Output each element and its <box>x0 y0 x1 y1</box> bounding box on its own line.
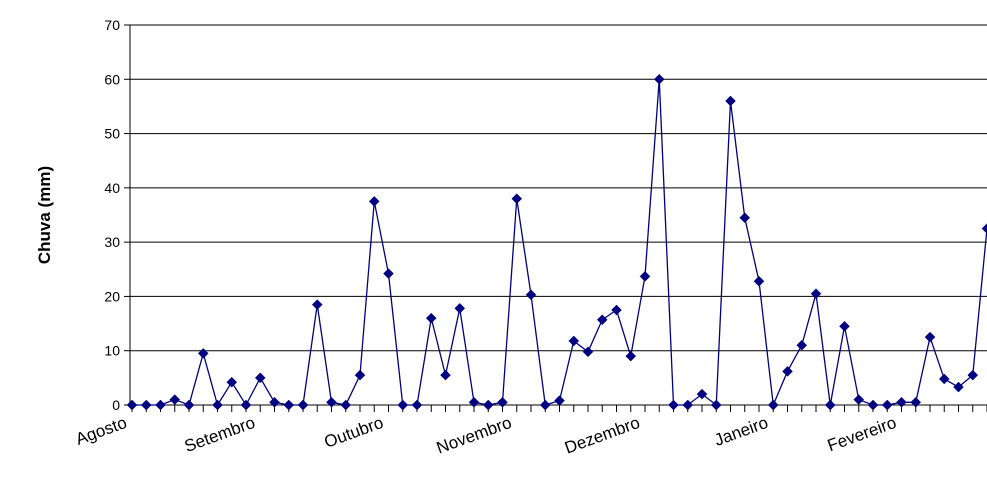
data-point <box>411 399 423 411</box>
data-point <box>383 268 394 279</box>
data-point <box>668 399 679 411</box>
data-point <box>269 396 280 408</box>
data-point <box>212 399 223 411</box>
data-point <box>710 399 722 411</box>
data-point <box>910 396 922 408</box>
data-point <box>254 372 266 384</box>
x-tick-label: Novembro <box>434 413 514 458</box>
y-axis-label: Chuva (mm) <box>35 166 54 264</box>
gridlines <box>130 24 987 406</box>
data-point <box>155 399 166 411</box>
y-tick-label: 70 <box>104 17 120 33</box>
data-point <box>511 193 523 205</box>
data-point <box>639 270 651 282</box>
data-point <box>126 399 138 411</box>
y-tick-label: 60 <box>104 71 120 87</box>
data-point <box>967 369 979 381</box>
data-point <box>824 399 836 411</box>
y-tick-label: 0 <box>112 397 120 413</box>
data-point <box>782 365 793 377</box>
data-point <box>896 396 907 408</box>
data-point <box>539 399 551 411</box>
data-point <box>397 399 409 411</box>
y-tick-label: 50 <box>104 126 120 142</box>
data-point <box>867 399 879 411</box>
data-point <box>183 399 195 411</box>
data-point <box>283 399 295 411</box>
data-point <box>226 376 238 388</box>
data-point <box>368 196 380 207</box>
data-point <box>753 275 765 287</box>
y-tick-label: 20 <box>104 288 120 304</box>
series-rainfall <box>126 73 987 411</box>
y-axis: 0 10 20 30 40 50 60 70 <box>104 17 131 413</box>
data-point <box>810 288 822 300</box>
x-tick-label: Outubro <box>322 413 386 452</box>
data-point <box>197 348 209 359</box>
data-point <box>340 399 352 411</box>
data-point <box>554 395 565 407</box>
data-point <box>696 388 708 400</box>
data-point <box>924 331 936 343</box>
data-point <box>454 303 466 314</box>
x-tick-label: Janeiro <box>712 413 771 450</box>
data-point <box>525 289 537 301</box>
data-point <box>497 396 508 408</box>
data-point <box>425 312 437 324</box>
data-point <box>725 95 736 107</box>
data-point <box>682 399 694 411</box>
data-point <box>796 339 808 351</box>
data-point <box>839 320 850 332</box>
x-tick-label: Agosto <box>73 413 129 449</box>
data-point <box>311 299 323 310</box>
x-tick-label: Fevereiro <box>825 413 899 455</box>
data-point <box>440 369 451 381</box>
x-tick-label: Setembro <box>182 413 258 456</box>
data-point <box>140 399 152 411</box>
data-point <box>625 350 637 362</box>
data-point <box>767 399 779 411</box>
data-point <box>326 396 337 408</box>
x-axis: Agosto Setembro Outubro Novembro Dezembro Jan… <box>73 405 987 458</box>
data-point <box>582 346 594 358</box>
data-point <box>240 399 252 411</box>
data-point <box>169 394 181 405</box>
data-point <box>596 314 608 326</box>
y-tick-label: 40 <box>104 180 120 196</box>
y-tick-label: 10 <box>104 343 120 359</box>
data-point <box>468 396 480 408</box>
data-point <box>482 399 494 411</box>
data-point <box>297 399 309 411</box>
data-point <box>853 394 865 405</box>
x-tick-label: Dezembro <box>562 413 642 458</box>
data-point <box>981 223 987 234</box>
data-point <box>938 373 950 385</box>
data-point <box>881 399 893 411</box>
data-point <box>611 304 622 316</box>
data-point <box>653 73 665 85</box>
data-point <box>739 212 751 224</box>
data-point <box>568 335 580 347</box>
data-point <box>354 369 366 381</box>
y-tick-label: 30 <box>104 234 120 250</box>
data-point <box>953 381 964 393</box>
